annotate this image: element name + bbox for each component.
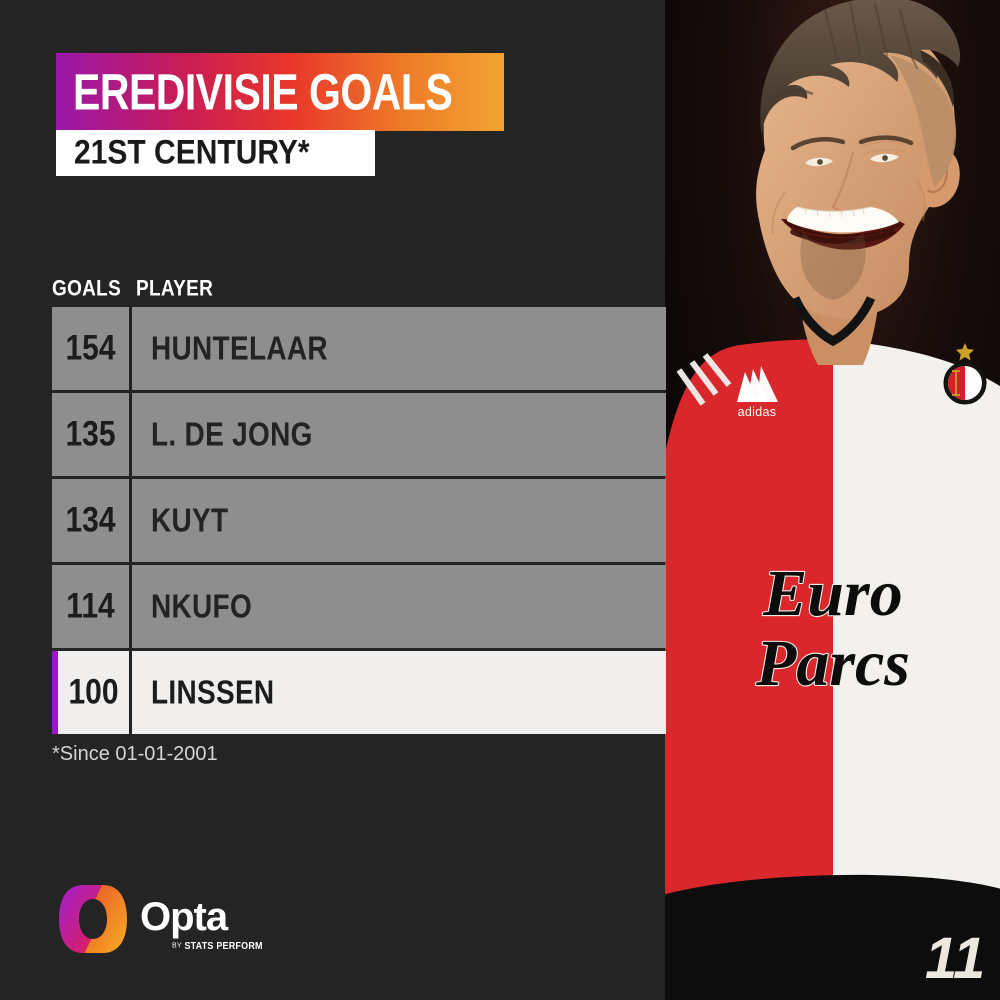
svg-text:Parcs: Parcs [755,627,910,700]
svg-text:Euro: Euro [762,557,902,630]
svg-text:11: 11 [925,926,985,991]
svg-text:adidas: adidas [738,405,777,419]
